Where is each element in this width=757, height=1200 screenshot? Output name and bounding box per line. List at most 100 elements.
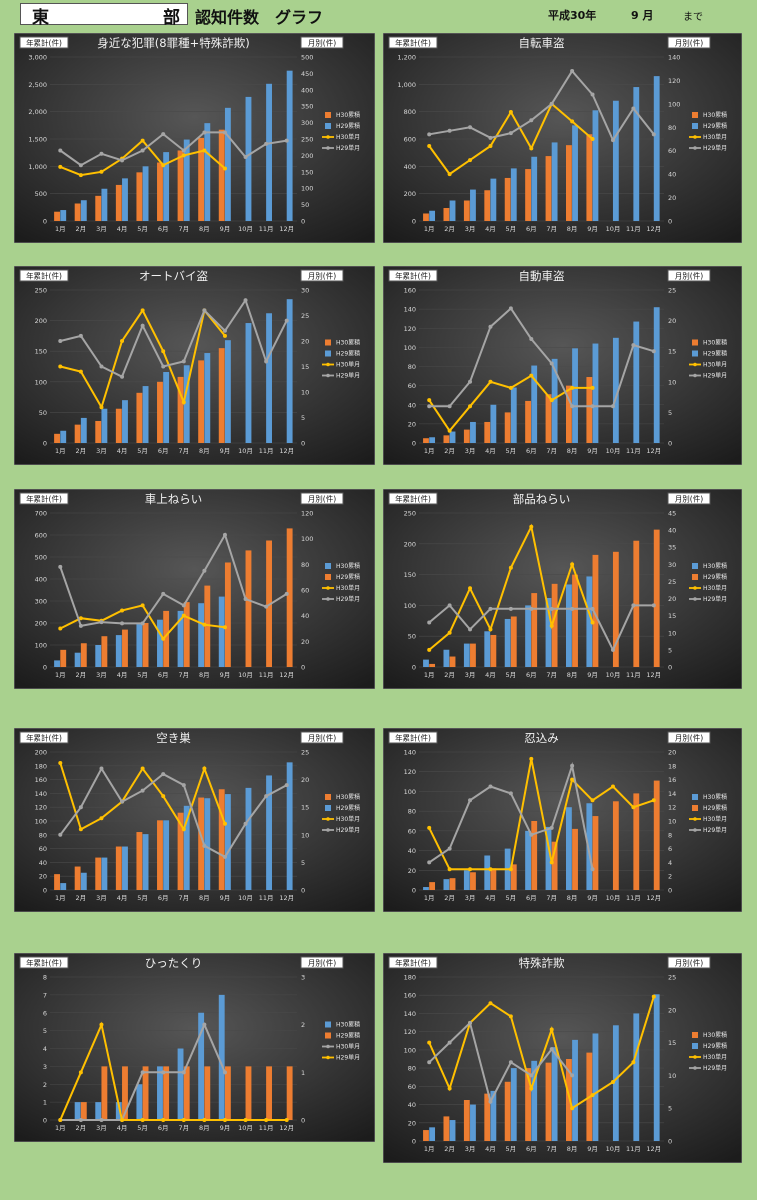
bar-H29累積 bbox=[572, 348, 578, 443]
point-H29単月 bbox=[549, 361, 554, 366]
point-H29単月 bbox=[529, 336, 534, 341]
legend-label: H30累積 bbox=[703, 1031, 727, 1039]
bar-H29累積 bbox=[266, 83, 272, 221]
line-H29単月 bbox=[59, 532, 288, 628]
legend-swatch bbox=[325, 123, 331, 129]
x-tick-label: 11月 bbox=[259, 225, 274, 233]
bar-H30累積 bbox=[566, 385, 572, 443]
bar-H30累積 bbox=[74, 203, 81, 221]
x-tick-label: 6月 bbox=[526, 894, 537, 902]
legend-swatch bbox=[692, 805, 698, 811]
point-H30単月 bbox=[570, 1106, 575, 1111]
left-tick-label: 8 bbox=[43, 974, 47, 982]
x-tick-label: 6月 bbox=[158, 1124, 169, 1132]
point-H30単月 bbox=[468, 867, 473, 872]
bar-H30累積 bbox=[95, 857, 102, 890]
right-tick-label: 300 bbox=[301, 119, 313, 127]
chart-title: 自動車盗 bbox=[519, 269, 565, 283]
point-H29単月 bbox=[549, 1047, 554, 1052]
legend-label: H30累積 bbox=[336, 111, 360, 119]
point-H29単月 bbox=[243, 298, 248, 303]
bar-H30累積 bbox=[484, 1093, 491, 1141]
bar-H30累積 bbox=[423, 659, 429, 667]
bar-H29累積 bbox=[592, 343, 599, 443]
bar-H29累積 bbox=[531, 1060, 538, 1141]
bar-H30累積 bbox=[157, 381, 163, 443]
bar-H30累積 bbox=[484, 421, 491, 443]
report-month: 9 月 bbox=[631, 9, 654, 22]
point-H30単月 bbox=[447, 428, 452, 433]
point-H30単月 bbox=[181, 153, 186, 158]
legend-label: H29単月 bbox=[336, 1054, 360, 1062]
bar-H29累積 bbox=[142, 834, 149, 890]
right-axis-label: 月別(件) bbox=[675, 494, 703, 504]
point-H30単月 bbox=[78, 369, 83, 374]
bar-H30累積 bbox=[54, 211, 60, 221]
left-tick-label: 120 bbox=[404, 325, 416, 333]
left-tick-label: 0 bbox=[43, 887, 47, 895]
right-axis-label: 月別(件) bbox=[308, 494, 336, 504]
point-H29単月 bbox=[468, 1020, 473, 1025]
legend-label: H30累積 bbox=[336, 339, 360, 347]
x-tick-label: 1月 bbox=[424, 894, 435, 902]
bar-H30累積 bbox=[504, 618, 511, 667]
legend-marker bbox=[693, 817, 697, 821]
bar-H30累積 bbox=[218, 129, 225, 221]
bar-H29累積 bbox=[592, 554, 599, 667]
right-tick-label: 35 bbox=[668, 544, 676, 552]
point-H29単月 bbox=[243, 1118, 248, 1122]
bar-H29累積 bbox=[510, 387, 517, 443]
bar-H30累積 bbox=[545, 1062, 552, 1141]
point-H29単月 bbox=[99, 364, 104, 369]
right-axis-label: 月別(件) bbox=[675, 958, 703, 968]
x-tick-label: 4月 bbox=[485, 225, 496, 233]
point-H29単月 bbox=[222, 854, 227, 859]
point-H29単月 bbox=[264, 141, 269, 146]
left-tick-label: 0 bbox=[43, 440, 47, 448]
right-tick-label: 40 bbox=[668, 171, 676, 179]
left-tick-label: 160 bbox=[404, 287, 416, 295]
line-H29単月 bbox=[429, 69, 655, 143]
x-tick-label: 10月 bbox=[238, 1124, 253, 1132]
bar-H29累積 bbox=[653, 994, 660, 1141]
right-tick-label: 25 bbox=[301, 749, 309, 757]
bar-H29累積 bbox=[551, 583, 558, 667]
legend-label: H29単月 bbox=[703, 144, 727, 152]
legend-marker bbox=[693, 146, 697, 150]
x-tick-label: 2月 bbox=[76, 1124, 87, 1132]
bar-H30累積 bbox=[545, 156, 552, 221]
x-tick-label: 5月 bbox=[137, 225, 148, 233]
bar-H29累積 bbox=[470, 421, 476, 443]
x-tick-label: 3月 bbox=[96, 447, 107, 455]
point-H29単月 bbox=[58, 1118, 63, 1122]
x-tick-label: 7月 bbox=[178, 1124, 189, 1132]
legend-marker bbox=[326, 817, 330, 821]
bar-H30累積 bbox=[136, 392, 143, 443]
left-tick-label: 200 bbox=[404, 190, 416, 198]
left-axis-label-box bbox=[19, 269, 69, 282]
bar-H30累積 bbox=[525, 169, 531, 221]
line-H29単月 bbox=[429, 306, 655, 408]
point-H29単月 bbox=[161, 132, 166, 137]
right-tick-label: 14 bbox=[668, 790, 676, 798]
right-tick-label: 0 bbox=[301, 440, 305, 448]
point-H29単月 bbox=[570, 404, 575, 409]
point-H29単月 bbox=[529, 1073, 534, 1078]
left-axis-label-box bbox=[388, 731, 438, 744]
bar-H30累積 bbox=[115, 408, 122, 443]
point-H29単月 bbox=[631, 343, 636, 348]
x-tick-label: 10月 bbox=[606, 447, 621, 455]
line-H29単月 bbox=[59, 131, 287, 167]
point-H30単月 bbox=[99, 816, 104, 821]
point-H29単月 bbox=[284, 1118, 289, 1122]
left-tick-label: 500 bbox=[35, 190, 47, 198]
left-tick-label: 150 bbox=[35, 348, 47, 356]
point-H30単月 bbox=[508, 110, 513, 115]
right-tick-label: 0 bbox=[668, 887, 672, 895]
legend-marker bbox=[326, 1055, 330, 1060]
point-H30単月 bbox=[202, 766, 207, 771]
bar-H29累積 bbox=[490, 178, 497, 221]
x-tick-label: 8月 bbox=[199, 1124, 210, 1132]
x-tick-label: 8月 bbox=[199, 671, 210, 679]
bar-H30累積 bbox=[443, 208, 450, 221]
